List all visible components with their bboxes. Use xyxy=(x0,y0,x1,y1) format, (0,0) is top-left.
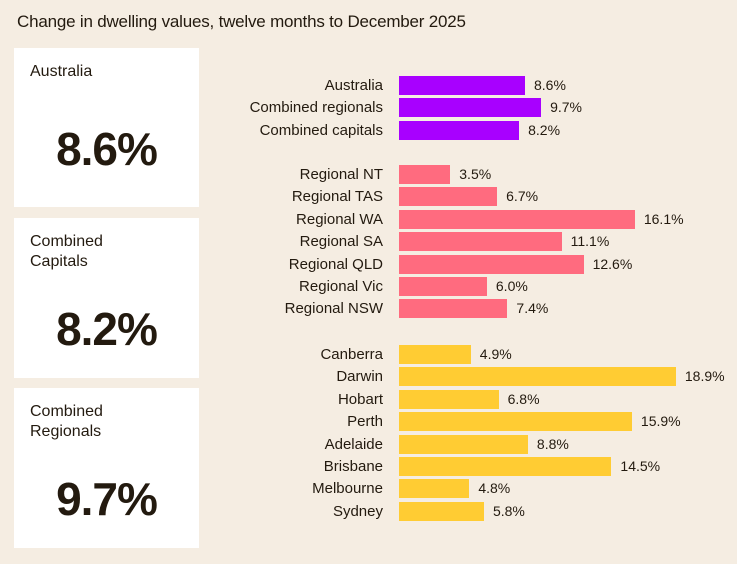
value-label: 15.9% xyxy=(640,413,681,430)
card-label: Combined Capitals xyxy=(30,233,103,270)
category-label: Sydney xyxy=(332,502,383,520)
value-label: 3.5% xyxy=(459,166,492,182)
summary-card-combined-capitals: Combined Capitals 8.2% xyxy=(14,218,199,378)
bar xyxy=(399,434,528,454)
value-label: 6.0% xyxy=(495,278,528,294)
category-label: Brisbane xyxy=(323,458,383,475)
bar xyxy=(399,501,484,521)
category-label: Regional QLD xyxy=(288,255,383,273)
card-value: 9.7% xyxy=(56,473,158,525)
card-label: Australia xyxy=(30,63,93,80)
category-label: Darwin xyxy=(336,368,383,386)
value-label: 5.8% xyxy=(492,502,525,519)
category-label: Adelaide xyxy=(324,435,383,453)
value-label: 6.7% xyxy=(506,188,539,205)
value-label: 14.5% xyxy=(620,458,661,474)
value-label: 9.7% xyxy=(550,99,583,116)
value-label: 12.6% xyxy=(592,255,633,272)
summary-card-combined-regionals: Combined Regionals 9.7% xyxy=(14,388,199,548)
value-label: 4.9% xyxy=(479,346,512,362)
bar xyxy=(399,389,499,409)
category-label: Canberra xyxy=(320,346,383,363)
bar xyxy=(399,232,562,252)
value-label: 4.8% xyxy=(478,480,511,497)
bar xyxy=(399,209,635,229)
category-label: Regional Vic xyxy=(299,278,383,295)
card-value: 8.2% xyxy=(56,303,158,355)
category-label: Regional NSW xyxy=(284,300,383,318)
bar xyxy=(399,412,632,432)
bar xyxy=(399,299,508,319)
value-label: 6.8% xyxy=(507,390,540,407)
bar xyxy=(399,76,525,95)
bar xyxy=(399,120,520,140)
bar xyxy=(399,187,498,207)
bar xyxy=(399,98,542,118)
card-value: 8.6% xyxy=(56,123,158,175)
chart-title: Change in dwelling values, twelve months… xyxy=(17,12,466,31)
value-label: 18.9% xyxy=(684,368,725,385)
value-label: 8.6% xyxy=(533,77,566,93)
category-label: Hobart xyxy=(337,390,383,408)
value-label: 8.8% xyxy=(536,435,569,452)
category-label: Regional SA xyxy=(299,233,383,251)
bar xyxy=(399,457,612,476)
category-label: Regional NT xyxy=(299,166,383,183)
bar xyxy=(399,345,471,364)
category-label: Australia xyxy=(324,77,383,94)
value-label: 16.1% xyxy=(643,210,684,227)
category-label: Regional TAS xyxy=(291,188,383,206)
value-label: 7.4% xyxy=(516,300,549,317)
bar xyxy=(399,479,470,499)
bar xyxy=(399,367,676,387)
bar xyxy=(399,277,487,296)
bar xyxy=(399,165,451,184)
category-label: Perth xyxy=(347,413,383,431)
category-label: Combined capitals xyxy=(259,121,383,139)
card-label: Combined Regionals xyxy=(30,403,103,440)
summary-card-australia: Australia 8.6% xyxy=(14,48,199,207)
value-label: 8.2% xyxy=(528,121,561,138)
category-label: Combined regionals xyxy=(249,99,383,117)
category-label: Melbourne xyxy=(312,480,383,498)
bar xyxy=(399,254,584,274)
value-label: 11.1% xyxy=(570,233,610,250)
category-label: Regional WA xyxy=(296,210,383,228)
